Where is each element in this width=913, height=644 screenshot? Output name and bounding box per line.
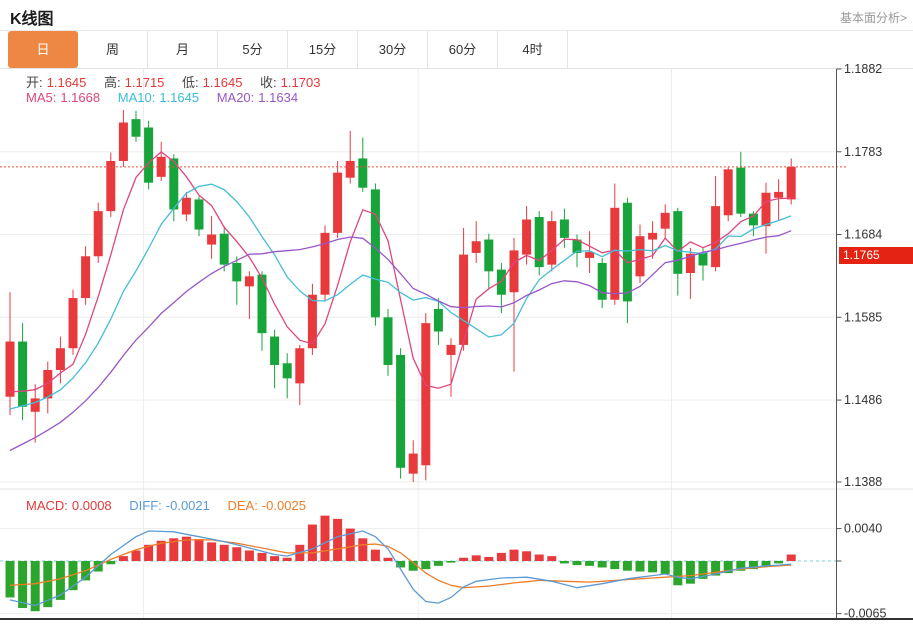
ma10-line: [9, 183, 792, 410]
tab-interval-6[interactable]: 60分: [428, 31, 498, 68]
tab-interval-0[interactable]: 日: [8, 31, 78, 68]
svg-text:-0.0065: -0.0065: [844, 607, 886, 621]
interval-tab-bar: 日周月 5分 15分 30分 60分 4时: [0, 31, 913, 69]
svg-text:1.1882: 1.1882: [844, 62, 882, 76]
open-label: 开:: [26, 75, 43, 90]
kline-macd-svg: 1.1882 1.1783 1.1684 1.1585 1.1486 1.1388 0.00…: [0, 62, 913, 621]
ma5-value: 1.1668: [60, 90, 101, 105]
current-price-tag: 1.1765: [839, 247, 913, 264]
tab-interval-2[interactable]: 月: [148, 31, 218, 68]
candles: [5, 109, 796, 482]
diff-value: -0.0021: [165, 498, 210, 513]
high-label: 高:: [104, 75, 121, 90]
svg-text:1.1388: 1.1388: [844, 475, 882, 489]
ma5-label: MA5:: [26, 90, 57, 105]
price-axis: 1.1882 1.1783 1.1684 1.1585 1.1486 1.1388 0.00…: [0, 62, 913, 621]
macd-info-row: MACD: 0.0008 DIFF: -0.0021 DEA: -0.0025: [26, 498, 310, 513]
ma20-value: 1.1634: [258, 90, 299, 105]
high-value: 1.1715: [124, 75, 165, 90]
ma10-label: MA10:: [117, 90, 156, 105]
tab-interval-3[interactable]: 5分: [218, 31, 288, 68]
tab-interval-7[interactable]: 4时: [498, 31, 568, 68]
svg-text:1.1585: 1.1585: [844, 310, 882, 324]
kline-chart-area: 1.1882 1.1783 1.1684 1.1585 1.1486 1.1388 0.00…: [0, 62, 913, 625]
ma5-line: [9, 151, 792, 393]
tab-interval-4[interactable]: 15分: [288, 31, 358, 68]
dea-line: [9, 539, 792, 589]
ma20-label: MA20:: [216, 90, 255, 105]
diff-label: DIFF:: [129, 498, 162, 513]
low-value: 1.1645: [202, 75, 243, 90]
header-divider: [0, 30, 913, 31]
page-title: K线图: [10, 11, 54, 28]
ohlc-info-row: 开: 1.1645 高: 1.1715 低: 1.1645 收: 1.1703: [26, 72, 324, 91]
diff-line: [9, 530, 792, 607]
page-header: K线图 基本面分析>: [0, 0, 913, 30]
ma10-value: 1.1645: [159, 90, 200, 105]
dea-value: -0.0025: [261, 498, 306, 513]
close-value: 1.1703: [280, 75, 321, 90]
svg-text:0.0040: 0.0040: [844, 522, 882, 536]
tab-interval-5[interactable]: 30分: [358, 31, 428, 68]
macd-value: 0.0008: [71, 498, 112, 513]
svg-text:1.1684: 1.1684: [844, 228, 882, 242]
tab-interval-1[interactable]: 周: [78, 31, 148, 68]
open-value: 1.1645: [46, 75, 87, 90]
ma-info-row: MA5: 1.1668 MA10: 1.1645 MA20: 1.1634: [26, 90, 302, 105]
ma20-line: [9, 230, 792, 452]
svg-text:1.1486: 1.1486: [844, 393, 882, 407]
dea-label: DEA:: [227, 498, 258, 513]
gridlines: [0, 69, 913, 619]
svg-text:1.1783: 1.1783: [844, 145, 882, 159]
low-label: 低:: [182, 75, 199, 90]
macd-bars: [5, 515, 796, 612]
fundamental-analysis-link[interactable]: 基本面分析>: [839, 11, 907, 25]
close-label: 收:: [260, 75, 277, 90]
macd-label: MACD:: [26, 498, 68, 513]
